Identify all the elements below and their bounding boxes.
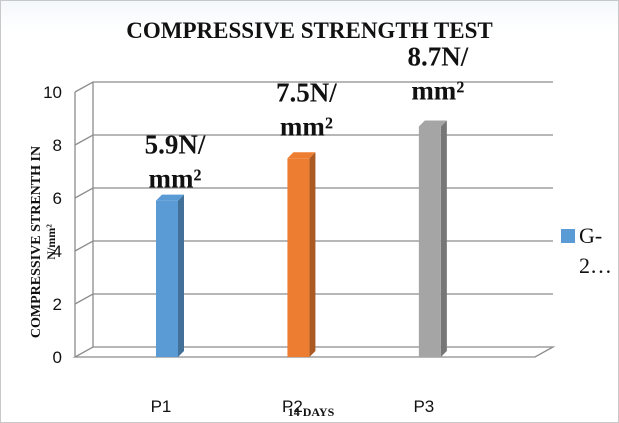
bar-p2 [287, 158, 310, 357]
bar-side-p1 [178, 194, 184, 357]
bar-side-p3 [440, 120, 447, 357]
bar-top-p1 [156, 194, 184, 201]
bar-p1 [156, 200, 178, 357]
floor [72, 346, 556, 358]
bar-side-p2 [309, 152, 316, 357]
data-label-p1-line2: mm² [148, 164, 201, 194]
x-tick-label-p1: P1 [151, 397, 172, 416]
y-tick-label: 8 [53, 136, 62, 155]
bar-top-p3 [418, 120, 447, 127]
y-tick-label: 2 [53, 295, 62, 314]
data-label-p2-line1: 7.5N/ [276, 77, 337, 107]
data-label-p2-line2: mm² [280, 111, 333, 141]
data-label-p3-line2: mm² [411, 75, 464, 105]
y-tick-label: 4 [53, 242, 62, 261]
data-label-p3-line1: 8.7N/ [407, 41, 468, 71]
x-axis-label: 14 DAYS [288, 405, 335, 419]
data-label-p1-line1: 5.9N/ [145, 130, 206, 160]
legend-label-line2: 2… [579, 253, 612, 278]
legend-label: G- 2… [579, 221, 619, 281]
bar-top-p2 [287, 152, 316, 159]
y-tick-label: 6 [53, 189, 62, 208]
legend-swatch [561, 229, 575, 243]
y-tick-label: 0 [53, 348, 62, 367]
legend-label-line1: G- [579, 223, 603, 248]
bar-p3 [418, 126, 441, 357]
x-tick-label-p3: P3 [413, 397, 434, 416]
chart-title: COMPRESSIVE STRENGTH TEST [126, 18, 493, 43]
y-tick-label: 10 [43, 83, 62, 102]
x-tick-label-p2: P2 [282, 397, 303, 416]
